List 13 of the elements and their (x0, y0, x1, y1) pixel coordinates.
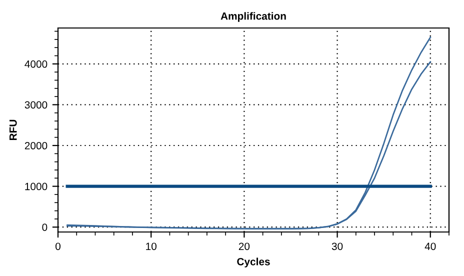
y-tick-label: 3000 (24, 101, 48, 109)
chart-title: Amplification (220, 12, 286, 22)
x-tick-label: 20 (238, 242, 250, 250)
x-tick-label: 40 (424, 242, 436, 250)
x-tick-label: 10 (146, 242, 156, 250)
y-axis-title: RFU (10, 120, 17, 140)
y-tick-label: 4000 (24, 60, 48, 68)
y-tick-label: 2000 (24, 142, 48, 150)
x-tick-label: 30 (332, 242, 343, 250)
y-tick-label: 1000 (25, 182, 48, 190)
y-tick-label: 0 (42, 224, 48, 231)
x-tick-label: 0 (56, 242, 60, 250)
x-axis-title: Cycles (237, 258, 270, 268)
